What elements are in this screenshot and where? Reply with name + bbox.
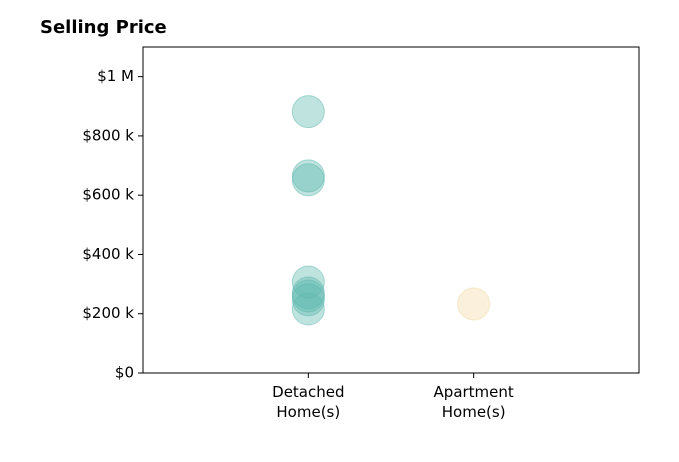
y-tick-label: $600 k [82, 186, 134, 204]
y-tick-label: $200 k [82, 304, 134, 322]
y-tick-label: $1 M [97, 67, 134, 85]
point [291, 265, 325, 299]
y-tick-label: $400 k [82, 245, 134, 263]
y-tick-label: $800 k [82, 126, 134, 144]
point [291, 95, 325, 129]
x-tick-label: Detached Home(s) [272, 383, 344, 421]
x-tick-label: Apartment Home(s) [434, 383, 514, 421]
y-tick-label: $0 [115, 364, 134, 382]
point [291, 283, 325, 317]
plot-frame [142, 46, 640, 374]
point [457, 287, 491, 321]
chart-title: Selling Price [40, 17, 167, 38]
point [291, 163, 325, 197]
point [291, 292, 325, 326]
